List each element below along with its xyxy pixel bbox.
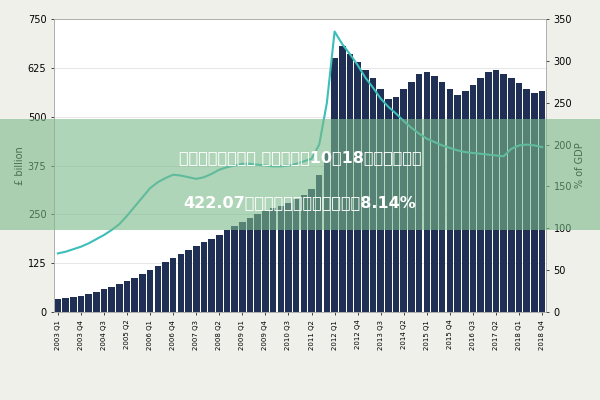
Bar xyxy=(178,254,184,312)
Bar xyxy=(478,78,484,312)
Bar xyxy=(416,74,422,312)
Bar xyxy=(155,266,161,312)
Bar xyxy=(254,214,261,312)
Bar xyxy=(493,70,499,312)
Bar xyxy=(285,203,292,312)
Bar xyxy=(270,208,277,312)
Bar xyxy=(262,211,269,312)
Bar xyxy=(355,62,361,312)
Bar xyxy=(454,95,461,312)
Bar xyxy=(370,78,376,312)
Bar xyxy=(131,278,138,312)
Bar xyxy=(385,99,392,312)
Bar xyxy=(308,189,315,312)
Bar xyxy=(185,250,192,312)
Bar xyxy=(124,281,130,312)
Bar xyxy=(500,74,507,312)
Bar xyxy=(331,58,338,312)
Bar xyxy=(93,292,100,312)
Bar xyxy=(400,89,407,312)
Bar xyxy=(446,89,453,312)
Bar xyxy=(208,238,215,312)
Bar xyxy=(70,297,77,312)
Bar xyxy=(200,242,207,312)
Bar xyxy=(278,206,284,312)
Bar xyxy=(431,76,438,312)
Bar xyxy=(101,289,107,312)
Bar xyxy=(116,284,122,312)
Bar xyxy=(77,296,84,312)
Bar xyxy=(485,72,491,312)
Bar xyxy=(424,72,430,312)
Bar xyxy=(362,70,368,312)
Bar xyxy=(216,235,223,312)
Bar xyxy=(323,152,330,312)
Bar xyxy=(232,226,238,312)
Bar xyxy=(470,86,476,312)
Bar xyxy=(539,91,545,312)
Bar xyxy=(393,97,400,312)
Y-axis label: % of GDP: % of GDP xyxy=(575,143,585,188)
Bar xyxy=(85,294,92,312)
Bar xyxy=(147,270,154,312)
Bar xyxy=(247,218,253,312)
Bar xyxy=(170,258,176,312)
Bar xyxy=(531,93,538,312)
Bar xyxy=(193,246,200,312)
Bar xyxy=(377,89,384,312)
Bar xyxy=(316,175,322,312)
Bar xyxy=(339,46,346,312)
Y-axis label: £ billion: £ billion xyxy=(15,146,25,185)
Bar xyxy=(523,89,530,312)
Bar xyxy=(408,82,415,312)
Bar xyxy=(516,84,523,312)
Bar xyxy=(224,230,230,312)
Bar xyxy=(462,91,469,312)
Bar xyxy=(109,287,115,312)
Text: 422.07万元，占当日流入资金比例8.14%: 422.07万元，占当日流入资金比例8.14% xyxy=(184,195,416,210)
Text: 股票杠杆要利息吗 国城矿业：10月18日获融资买入: 股票杠杆要利息吗 国城矿业：10月18日获融资买入 xyxy=(179,150,421,165)
Bar xyxy=(347,54,353,312)
Bar xyxy=(301,195,307,312)
Bar xyxy=(139,274,146,312)
Bar xyxy=(239,222,245,312)
Bar xyxy=(55,300,61,312)
Bar xyxy=(508,78,515,312)
Bar xyxy=(439,82,445,312)
Bar xyxy=(293,199,299,312)
Bar xyxy=(62,298,69,312)
Bar xyxy=(162,262,169,312)
